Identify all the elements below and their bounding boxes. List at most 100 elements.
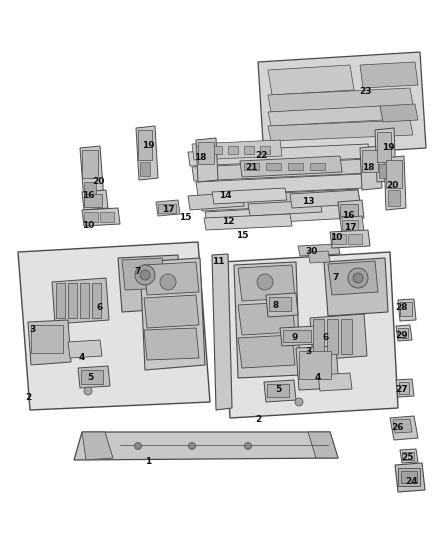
Polygon shape	[375, 128, 396, 182]
Polygon shape	[68, 340, 102, 358]
Bar	[100, 212, 114, 222]
Bar	[196, 146, 206, 154]
Bar	[386, 160, 402, 188]
Polygon shape	[234, 262, 300, 378]
Polygon shape	[222, 252, 398, 418]
Polygon shape	[28, 320, 71, 365]
Bar	[398, 328, 408, 338]
Bar	[402, 452, 414, 460]
Bar	[348, 234, 362, 244]
Bar	[92, 283, 101, 318]
Bar	[341, 319, 352, 354]
Text: 25: 25	[402, 454, 414, 463]
Bar	[269, 297, 291, 311]
Polygon shape	[78, 366, 110, 388]
Polygon shape	[118, 255, 182, 312]
Text: 4: 4	[315, 374, 321, 383]
Polygon shape	[268, 106, 383, 126]
Text: 10: 10	[330, 233, 342, 243]
Polygon shape	[212, 188, 287, 204]
Polygon shape	[156, 200, 180, 216]
Polygon shape	[192, 140, 282, 160]
Text: 17: 17	[162, 206, 174, 214]
Bar	[288, 163, 303, 170]
Polygon shape	[308, 251, 330, 263]
Polygon shape	[290, 190, 360, 208]
Bar	[260, 146, 270, 154]
Text: 23: 23	[359, 87, 371, 96]
Polygon shape	[280, 326, 318, 346]
Bar	[377, 132, 391, 162]
Text: 18: 18	[362, 164, 374, 173]
Bar	[81, 370, 103, 384]
Bar	[313, 319, 324, 354]
Polygon shape	[212, 254, 232, 410]
Text: 7: 7	[135, 268, 141, 277]
Polygon shape	[192, 159, 370, 181]
Circle shape	[353, 273, 363, 283]
Polygon shape	[196, 138, 218, 182]
Bar	[84, 194, 102, 207]
Polygon shape	[238, 302, 295, 335]
Polygon shape	[196, 174, 364, 196]
Bar	[84, 212, 98, 222]
Polygon shape	[324, 258, 388, 316]
Text: 20: 20	[386, 181, 398, 190]
Text: 28: 28	[396, 303, 408, 312]
Text: 7: 7	[333, 273, 339, 282]
Text: 14: 14	[219, 190, 231, 199]
Bar	[84, 182, 96, 198]
Text: 10: 10	[82, 221, 94, 230]
Bar	[266, 163, 281, 170]
Polygon shape	[82, 432, 113, 460]
Polygon shape	[268, 120, 413, 141]
Bar	[68, 283, 77, 318]
Text: 15: 15	[236, 230, 248, 239]
Polygon shape	[240, 156, 342, 177]
Polygon shape	[205, 204, 352, 226]
Text: 11: 11	[212, 257, 224, 266]
Bar	[56, 283, 65, 318]
Circle shape	[160, 274, 176, 290]
Bar	[158, 204, 176, 213]
Polygon shape	[318, 373, 352, 391]
Polygon shape	[80, 146, 104, 202]
Polygon shape	[266, 293, 298, 317]
Circle shape	[188, 442, 195, 449]
Text: 15: 15	[179, 214, 191, 222]
Text: 6: 6	[97, 303, 103, 312]
Polygon shape	[390, 416, 418, 440]
Polygon shape	[400, 449, 418, 463]
Polygon shape	[395, 463, 425, 492]
Text: 16: 16	[82, 190, 94, 199]
Bar	[379, 164, 389, 178]
Bar	[140, 162, 150, 176]
Polygon shape	[310, 314, 367, 360]
Bar	[244, 163, 259, 170]
Text: 21: 21	[246, 164, 258, 173]
Bar	[80, 283, 89, 318]
Polygon shape	[238, 335, 295, 368]
Bar	[310, 163, 325, 170]
Bar	[299, 351, 331, 379]
Polygon shape	[238, 265, 295, 301]
Bar	[401, 471, 417, 483]
Polygon shape	[82, 190, 108, 210]
Text: 13: 13	[302, 198, 314, 206]
Bar	[31, 325, 63, 353]
Text: 19: 19	[141, 141, 154, 149]
Polygon shape	[328, 261, 378, 295]
Circle shape	[84, 387, 92, 395]
Polygon shape	[396, 325, 412, 341]
Polygon shape	[122, 258, 165, 290]
Text: 19: 19	[381, 143, 394, 152]
Text: 26: 26	[392, 424, 404, 432]
Bar	[283, 330, 311, 342]
Text: 2: 2	[25, 393, 31, 402]
Text: 18: 18	[194, 154, 206, 163]
Text: 30: 30	[306, 247, 318, 256]
Polygon shape	[204, 214, 292, 230]
Text: 22: 22	[256, 150, 268, 159]
Polygon shape	[18, 242, 210, 410]
Polygon shape	[268, 88, 413, 112]
